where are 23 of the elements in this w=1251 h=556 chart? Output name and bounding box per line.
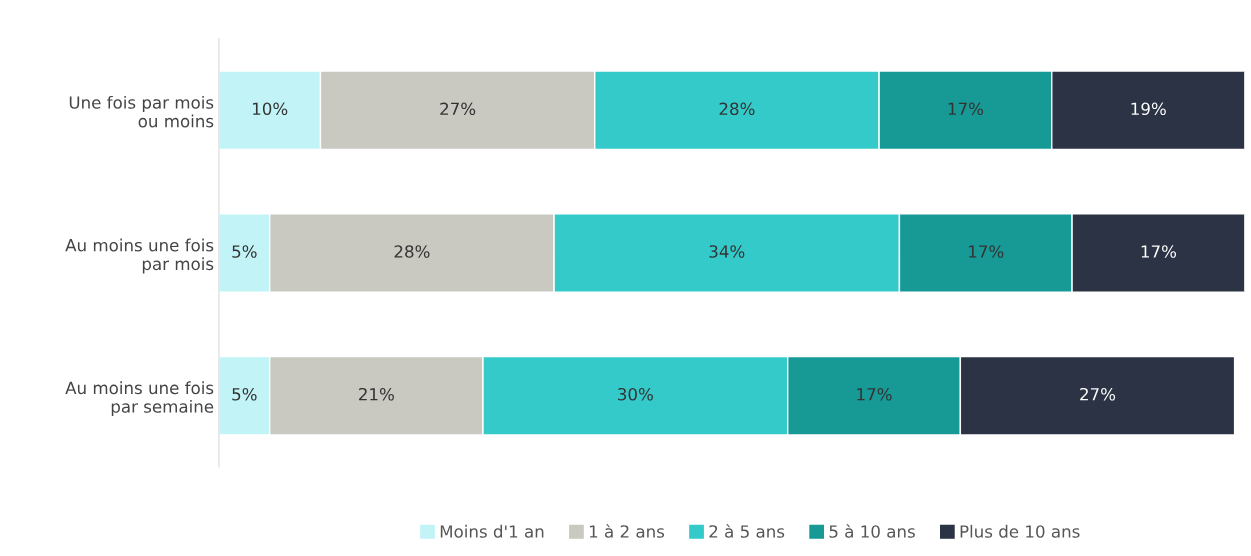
data-label: 10%	[253, 102, 288, 116]
data-label: 5%	[232, 387, 257, 401]
legend-label: 2 à 5 ans	[709, 524, 785, 538]
y-tick-label: Une fois par mois ou moins	[69, 95, 214, 128]
y-tick-label: Au moins une fois par semaine	[65, 381, 214, 417]
data-label: 17%	[969, 245, 1004, 258]
data-label: 5%	[232, 245, 257, 258]
data-label: 28%	[719, 102, 755, 116]
y-tick-label: Au moins une fois par mois	[65, 238, 214, 274]
data-label: 19%	[1131, 102, 1166, 116]
data-label: 34%	[709, 245, 745, 258]
data-label: 28%	[394, 245, 430, 258]
legend-label: Moins d'1 an	[440, 524, 544, 538]
data-label: 17%	[948, 102, 984, 116]
data-label: 27%	[440, 102, 476, 116]
legend-label: Plus de 10 ans	[960, 524, 1080, 538]
data-label: 21%	[359, 387, 394, 401]
legend-label: 5 à 10 ans	[829, 524, 915, 538]
data-label: 17%	[1141, 245, 1177, 258]
data-label: 17%	[857, 387, 892, 401]
data-label: 27%	[1080, 387, 1116, 401]
legend-label: 1 à 2 ans	[589, 524, 665, 538]
data-label: 30%	[618, 387, 653, 401]
